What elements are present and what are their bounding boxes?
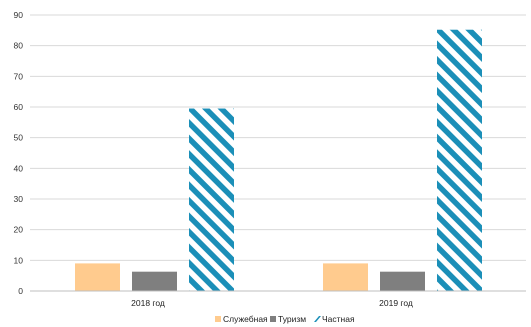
bar-3-2 <box>437 29 482 291</box>
y-tick-label: 50 <box>14 133 24 143</box>
x-tick-label: 2018 год <box>131 298 165 308</box>
y-tick-label: 40 <box>14 163 24 173</box>
legend-label: Служебная <box>223 314 268 324</box>
legend-label: Туризм <box>278 314 306 324</box>
bar-1-2 <box>323 263 368 291</box>
bar-2-2 <box>380 271 425 291</box>
bar-1-1 <box>75 263 120 291</box>
legend-label: Частная <box>322 314 355 324</box>
y-tick-label: 10 <box>14 255 24 265</box>
x-axis: 2018 год 2019 год <box>30 290 526 308</box>
y-tick-label: 0 <box>18 286 23 296</box>
legend: Служебная Туризм Частная <box>215 314 355 324</box>
y-tick-label: 30 <box>14 194 24 204</box>
y-tick-label: 20 <box>14 225 24 235</box>
bar-3-1 <box>189 108 234 292</box>
y-tick-label: 70 <box>14 71 24 81</box>
bars <box>75 29 482 292</box>
y-tick-label: 80 <box>14 41 24 51</box>
y-tick-label: 60 <box>14 102 24 112</box>
y-tick-label: 90 <box>14 10 24 20</box>
legend-swatch <box>215 316 221 322</box>
x-tick-label: 2019 год <box>379 298 413 308</box>
bar-2-1 <box>132 271 177 291</box>
legend-swatch <box>270 316 276 322</box>
y-axis: 0 10 20 30 40 50 60 70 80 90 <box>14 10 24 296</box>
grid-lines <box>30 14 526 261</box>
legend-swatch <box>314 316 321 322</box>
